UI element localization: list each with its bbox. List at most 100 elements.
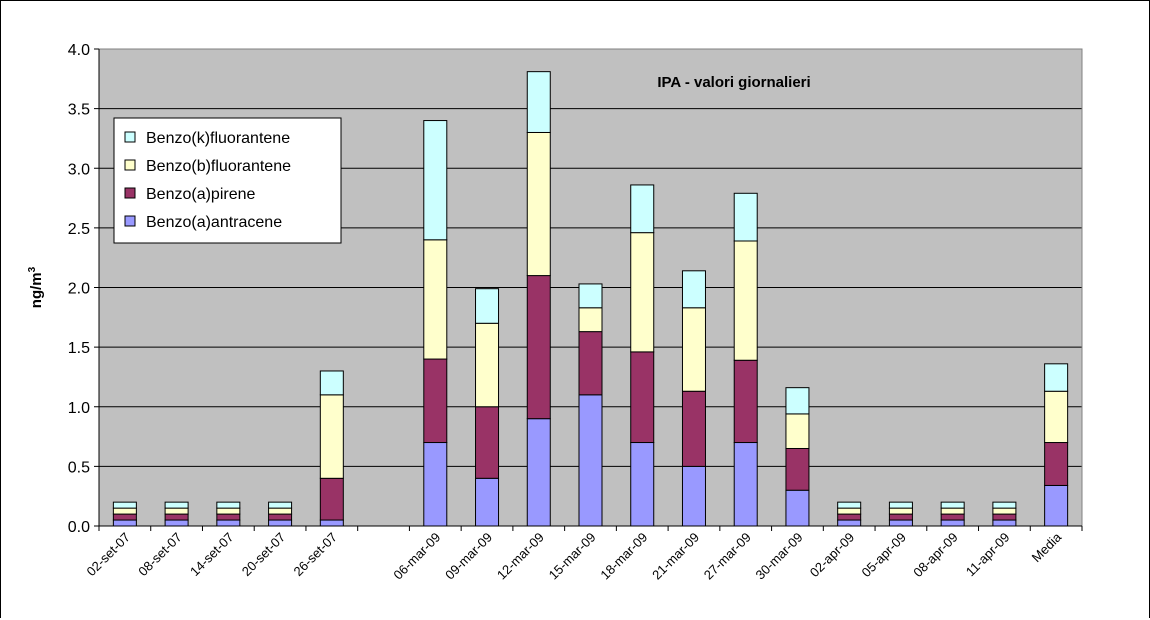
x-tick-label: 20-set-07 [239, 530, 288, 579]
x-tick-label: 30-mar-09 [753, 530, 806, 583]
legend-swatch [124, 215, 136, 227]
bar-segment [578, 283, 603, 309]
x-tick-label: 05-apr-09 [859, 530, 909, 580]
bar-segment [423, 358, 448, 444]
bar-segment [526, 418, 551, 527]
x-tick-label: 02-set-07 [84, 530, 133, 579]
bar-segment [112, 501, 137, 509]
bar-segment [216, 501, 241, 509]
bar-segment [319, 477, 344, 521]
bar-segment [992, 501, 1017, 509]
legend-label: Benzo(a)antracene [146, 214, 282, 231]
bar-segment [475, 477, 500, 527]
bar-segment [940, 519, 965, 527]
bar-segment [526, 71, 551, 133]
bar-segment [112, 513, 137, 521]
legend-label: Benzo(b)fluorantene [146, 158, 291, 175]
bar-segment [785, 489, 810, 527]
y-axis-label-superscript: 3 [27, 266, 38, 272]
x-tick-label: 14-set-07 [187, 530, 236, 579]
bar-segment [475, 288, 500, 324]
bar-segment [681, 270, 706, 309]
bar-segment [681, 465, 706, 527]
bar-segment [837, 519, 862, 527]
bar-segment [216, 519, 241, 527]
y-tick-label: 3.0 [68, 161, 90, 178]
bar-segment [681, 307, 706, 392]
bar-segment [526, 275, 551, 420]
chart-title: IPA - valori giornalieri [657, 74, 810, 91]
x-tick-label: 06-mar-09 [390, 530, 443, 583]
bar-segment [164, 501, 189, 509]
legend-box [113, 117, 342, 244]
y-tick-label: 1.5 [68, 340, 90, 357]
x-tick-label: 21-mar-09 [649, 530, 702, 583]
bar-segment [733, 240, 758, 361]
x-tick-label: 11-apr-09 [963, 530, 1013, 580]
y-tick-label: 3.5 [68, 102, 90, 119]
bar-segment [940, 501, 965, 509]
legend: Benzo(k)fluorantene Benzo(b)fluorantene Be… [113, 117, 342, 244]
bar-segment [888, 507, 913, 515]
legend-swatch [124, 131, 136, 143]
x-tick-labels: 02-set-07 08-set-07 14-set-07 20-set-07 26-s… [84, 529, 1065, 583]
bar-segment [216, 507, 241, 515]
bar-segment [888, 519, 913, 527]
y-tick-label: 2.5 [68, 221, 90, 238]
bar-segment [1044, 363, 1069, 392]
bar-segment [1044, 390, 1069, 444]
bar-segment [733, 442, 758, 527]
y-tick-label: 0.0 [68, 519, 90, 536]
bar-segment [1044, 484, 1069, 527]
bar-segment [888, 501, 913, 509]
bar-segment [112, 507, 137, 515]
bar-segment [630, 351, 655, 444]
bar-segment [268, 513, 293, 521]
y-tick-label: 1.0 [68, 400, 90, 417]
y-tick-label: 4.0 [68, 42, 90, 59]
bar-segment [475, 406, 500, 479]
x-tick-label: 27-mar-09 [701, 530, 754, 583]
bar-segment [319, 519, 344, 527]
bar-segment [578, 394, 603, 527]
bar-segment [837, 501, 862, 509]
x-tick-label: 18-mar-09 [597, 530, 650, 583]
bar-segment [785, 413, 810, 449]
bar-segment [940, 507, 965, 515]
x-tick-label: 02-apr-09 [807, 530, 857, 580]
bar-segment [785, 387, 810, 415]
legend-swatch [124, 159, 136, 171]
bar-segment [526, 131, 551, 277]
bar-segment [164, 513, 189, 521]
bar-segment [423, 442, 448, 527]
bar-segment [475, 322, 500, 408]
bar-segment [268, 519, 293, 527]
bar-segment [630, 184, 655, 234]
x-tick-label: 12-mar-09 [494, 530, 547, 583]
bar-segment [733, 359, 758, 444]
y-axis-label: ng/m3 [27, 266, 45, 308]
bar-segment [785, 447, 810, 491]
bar-segment [837, 513, 862, 521]
x-tick-label: 08-apr-09 [910, 530, 960, 580]
bar-segment [319, 370, 344, 396]
bar-segment [268, 501, 293, 509]
axes [94, 48, 1083, 531]
bar-segment [216, 513, 241, 521]
bar-segment [1044, 442, 1069, 486]
bar-segment [630, 232, 655, 353]
bar-segment [319, 394, 344, 479]
bar-segment [888, 513, 913, 521]
bar-segment [578, 307, 603, 333]
bar-segment [423, 239, 448, 360]
x-tick-label: 26-set-07 [290, 530, 339, 579]
legend-swatch [124, 187, 136, 199]
bar-segment [578, 331, 603, 396]
x-tick-label: 09-mar-09 [442, 530, 495, 583]
bar-segment [992, 507, 1017, 515]
bar-segment [837, 507, 862, 515]
bar-segment [423, 120, 448, 241]
bars [112, 71, 1069, 527]
